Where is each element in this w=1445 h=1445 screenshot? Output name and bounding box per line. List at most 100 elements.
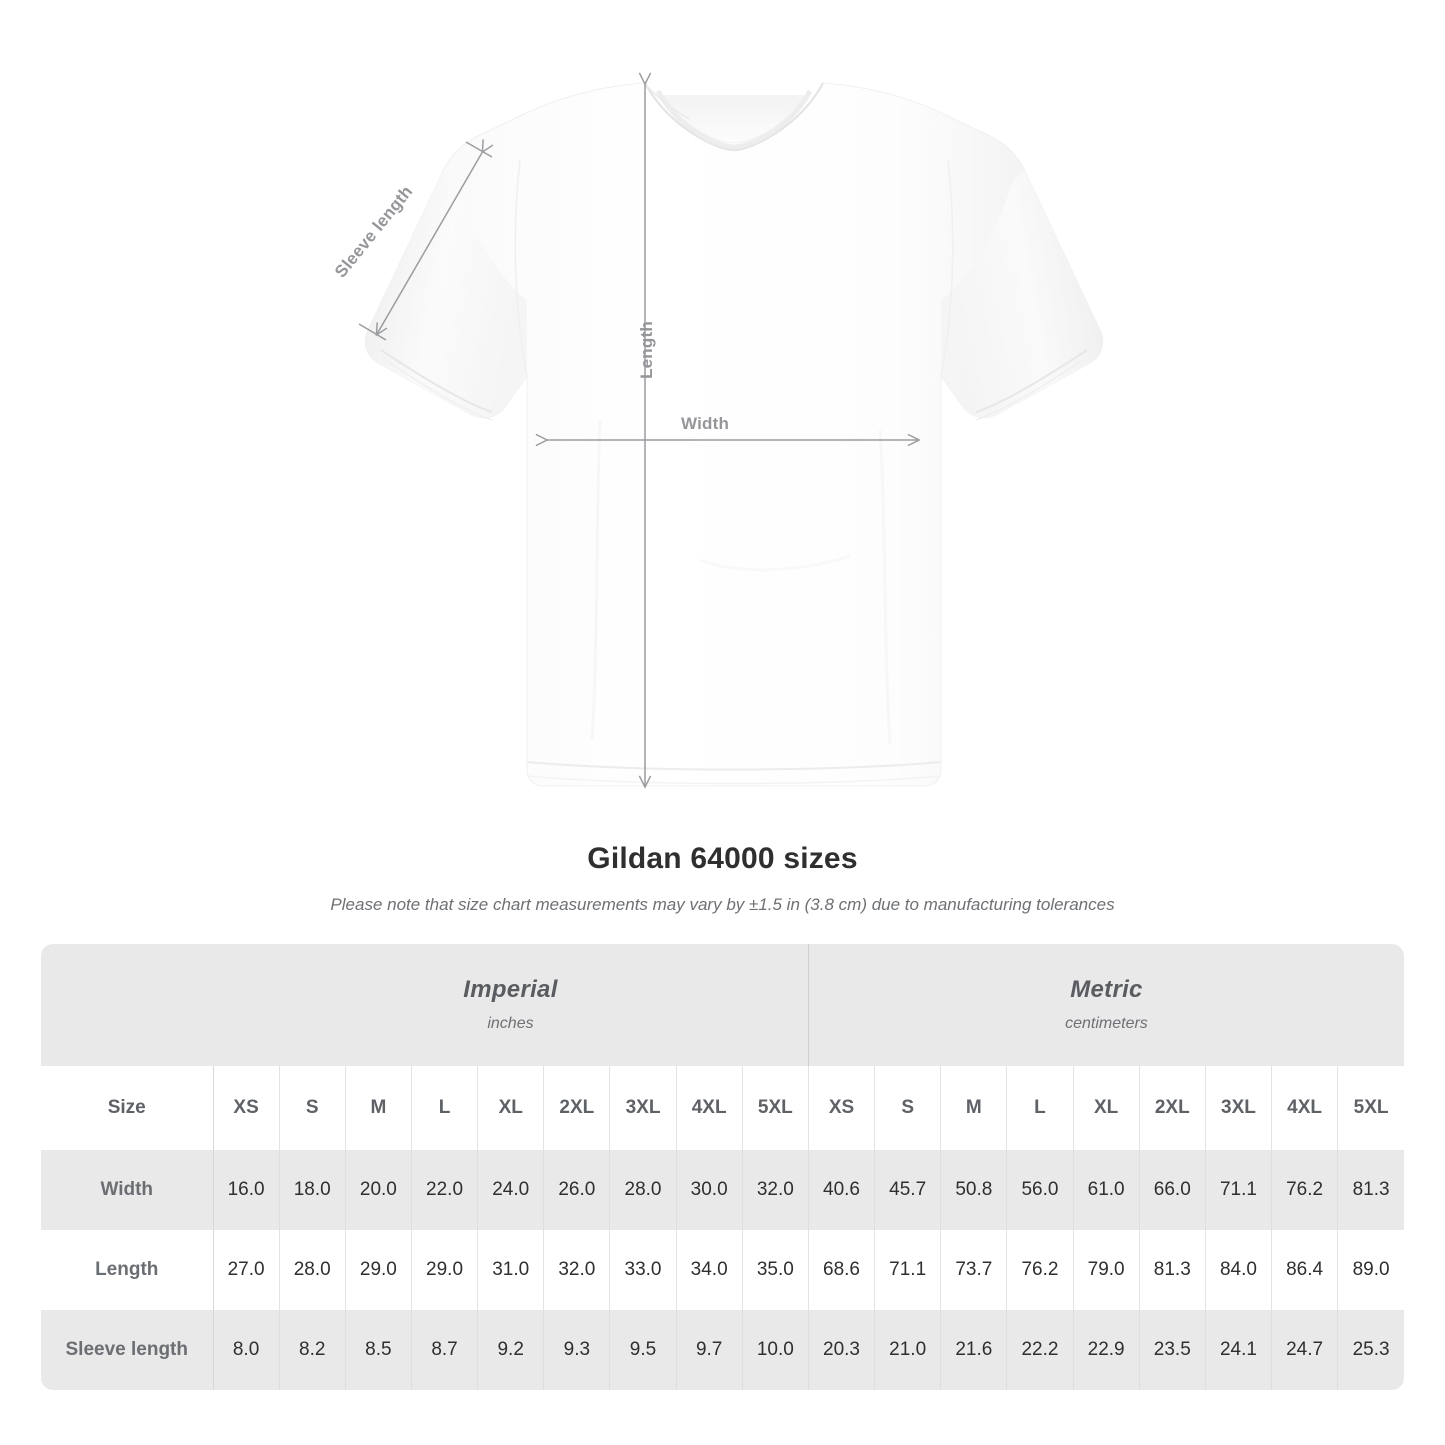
measurement-cell: 24.0 xyxy=(477,1150,545,1230)
measurement-value: 32.0 xyxy=(756,1179,794,1200)
measurement-cell: 8.5 xyxy=(345,1310,412,1390)
measurement-cell: 22.9 xyxy=(1073,1310,1140,1390)
size-column-header: L xyxy=(1006,1066,1074,1150)
unit-group-title: Imperial xyxy=(463,976,558,1003)
measurement-cell: 31.0 xyxy=(477,1230,545,1310)
measurement-value: 73.7 xyxy=(955,1259,993,1280)
measurement-cell: 25.3 xyxy=(1337,1310,1404,1390)
measurement-value: 76.2 xyxy=(1021,1259,1059,1280)
measurement-value: 18.0 xyxy=(293,1179,331,1200)
measurement-cell: 81.3 xyxy=(1337,1150,1404,1230)
size-column-header-text: XS xyxy=(828,1097,855,1118)
measurement-cell: 34.0 xyxy=(676,1230,743,1310)
measurement-cell: 32.0 xyxy=(742,1150,809,1230)
measurement-value: 9.3 xyxy=(563,1339,591,1360)
measurement-cell: 66.0 xyxy=(1139,1150,1206,1230)
size-column-header: XS xyxy=(807,1066,876,1150)
measurement-value: 76.2 xyxy=(1286,1179,1324,1200)
size-column-header-text: 4XL xyxy=(691,1097,727,1118)
measurement-value: 56.0 xyxy=(1021,1179,1059,1200)
measurement-cell: 18.0 xyxy=(279,1150,346,1230)
size-column-header: 5XL xyxy=(1337,1066,1404,1150)
measurement-cell: 9.7 xyxy=(676,1310,743,1390)
measurement-cell: 9.5 xyxy=(609,1310,677,1390)
measurement-cell: 76.2 xyxy=(1006,1230,1074,1310)
measurement-value: 71.1 xyxy=(1219,1179,1257,1200)
size-column-header-text: L xyxy=(438,1097,451,1118)
unit-group-subtitle: centimeters xyxy=(1065,1015,1148,1032)
measurement-value: 22.0 xyxy=(426,1179,464,1200)
measurement-value: 31.0 xyxy=(492,1259,530,1280)
measurement-value: 81.3 xyxy=(1352,1179,1390,1200)
measurement-cell: 68.6 xyxy=(807,1230,876,1310)
size-column-header: XL xyxy=(1073,1066,1140,1150)
measurement-cell: 79.0 xyxy=(1073,1230,1140,1310)
page-title: Gildan 64000 sizes xyxy=(587,842,858,875)
measurement-cell: 28.0 xyxy=(609,1150,677,1230)
size-column-header-text: S xyxy=(901,1097,915,1118)
measurement-value: 84.0 xyxy=(1219,1259,1257,1280)
size-column-header: 3XL xyxy=(609,1066,677,1150)
measurement-value: 9.7 xyxy=(695,1339,723,1360)
measurement-value: 26.0 xyxy=(558,1179,596,1200)
measurement-cell: 24.1 xyxy=(1205,1310,1273,1390)
measurement-row-label-text: Sleeve length xyxy=(65,1339,189,1360)
measurement-cell: 20.3 xyxy=(807,1310,876,1390)
measurement-value: 22.9 xyxy=(1087,1339,1125,1360)
measurement-cell: 28.0 xyxy=(279,1230,346,1310)
measurement-value: 20.0 xyxy=(359,1179,397,1200)
measurement-value: 35.0 xyxy=(756,1259,794,1280)
measurement-cell: 9.2 xyxy=(477,1310,545,1390)
dimension-arrows xyxy=(358,83,918,786)
measurement-value: 8.0 xyxy=(232,1339,260,1360)
measurement-value: 29.0 xyxy=(426,1259,464,1280)
size-column-header-text: 5XL xyxy=(1353,1097,1389,1118)
measurement-cell: 29.0 xyxy=(345,1230,412,1310)
size-column-header: M xyxy=(940,1066,1008,1150)
measurement-cell: 89.0 xyxy=(1337,1230,1404,1310)
measurement-value: 29.0 xyxy=(359,1259,397,1280)
measurement-value: 86.4 xyxy=(1286,1259,1324,1280)
measurement-cell: 9.3 xyxy=(543,1310,611,1390)
size-header-label: Size xyxy=(41,1066,214,1150)
unit-header-spacer xyxy=(41,944,213,1066)
size-column-header: 4XL xyxy=(676,1066,743,1150)
unit-group-subtitle: inches xyxy=(487,1015,534,1032)
measurement-cell: 22.2 xyxy=(1006,1310,1074,1390)
size-column-header-text: 2XL xyxy=(559,1097,595,1118)
size-column-header-text: XL xyxy=(498,1097,523,1118)
measurement-cell: 8.0 xyxy=(213,1310,280,1390)
measurement-cell: 20.0 xyxy=(345,1150,412,1230)
tshirt-diagram: Sleeve length Length Width xyxy=(331,0,1104,830)
measurement-value: 8.7 xyxy=(431,1339,458,1360)
length-label: Length xyxy=(636,321,656,379)
measurement-value: 20.3 xyxy=(823,1339,860,1360)
measurement-value: 23.5 xyxy=(1153,1339,1191,1360)
width-label: Width xyxy=(681,414,730,433)
measurement-cell: 8.2 xyxy=(279,1310,346,1390)
size-column-header: 2XL xyxy=(1139,1066,1206,1150)
size-column-header: M xyxy=(345,1066,412,1150)
size-column-header-text: M xyxy=(965,1097,982,1118)
measurement-cell: 76.2 xyxy=(1271,1150,1339,1230)
measurement-cell: 21.6 xyxy=(940,1310,1008,1390)
measurement-value: 30.0 xyxy=(690,1179,728,1200)
measurement-value: 8.2 xyxy=(299,1339,326,1360)
measurement-cell: 81.3 xyxy=(1139,1230,1206,1310)
measurement-value: 50.8 xyxy=(955,1179,993,1200)
size-column-header: S xyxy=(874,1066,942,1150)
measurement-value: 28.0 xyxy=(293,1259,331,1280)
measurement-value: 8.5 xyxy=(365,1339,392,1360)
measurement-value: 24.0 xyxy=(492,1179,530,1200)
size-header-row: Size XS S M L XL 2XL 3XL 4XL 5XL XS S M L XL 2XL 3XL 4XL 5… xyxy=(41,1066,1404,1150)
size-column-header: 3XL xyxy=(1205,1066,1273,1150)
measurement-value: 66.0 xyxy=(1153,1179,1191,1200)
measurement-cell: 61.0 xyxy=(1073,1150,1140,1230)
size-column-header: 4XL xyxy=(1271,1066,1339,1150)
measurement-value: 22.2 xyxy=(1021,1339,1059,1360)
measurement-cell: 71.1 xyxy=(1205,1150,1273,1230)
measurement-cell: 22.0 xyxy=(411,1150,479,1230)
measurement-cell: 24.7 xyxy=(1271,1310,1339,1390)
measurement-cell: 35.0 xyxy=(742,1230,809,1310)
measurement-value: 27.0 xyxy=(227,1259,265,1280)
